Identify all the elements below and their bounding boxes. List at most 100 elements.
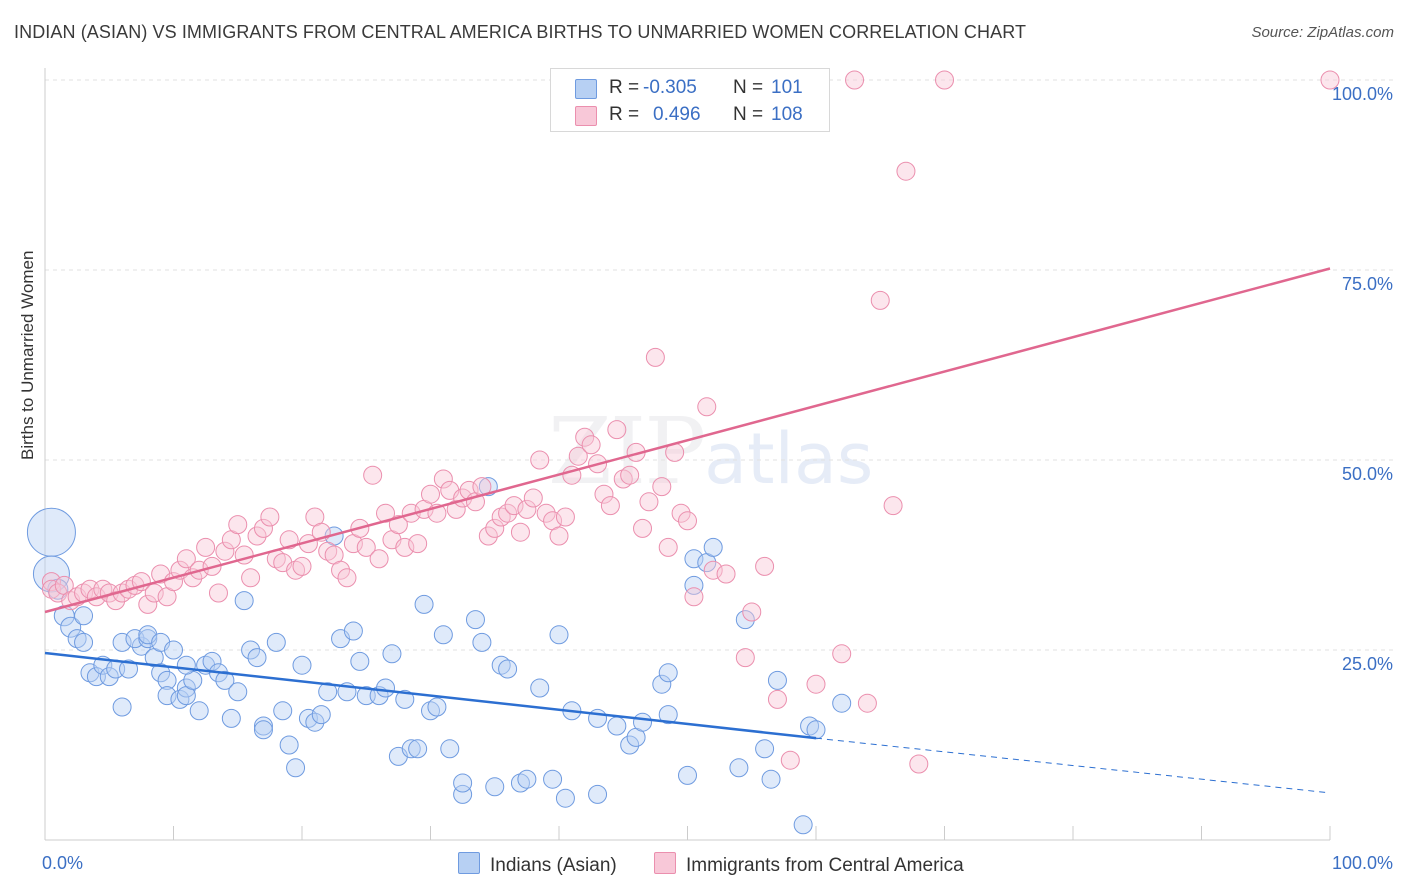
data-point-central-america (421, 484, 440, 504)
data-point-indians (395, 689, 415, 709)
data-point-indians (60, 616, 82, 638)
data-point-central-america (485, 518, 505, 538)
y-axis-label: Births to Unmarried Women (18, 250, 37, 460)
data-point-indians (735, 610, 755, 630)
data-point-indians (465, 610, 485, 630)
x-tick-label: 0.0% (42, 853, 83, 873)
data-point-indians (806, 720, 826, 740)
data-point-central-america (935, 70, 954, 90)
data-point-indians (729, 758, 749, 778)
r-label: R = (609, 104, 640, 125)
data-point-central-america (478, 526, 498, 546)
data-point-indians (228, 682, 248, 702)
y-tick-label: 75.0% (1342, 274, 1393, 294)
data-point-central-america (870, 290, 890, 310)
data-point-indians (703, 537, 723, 557)
x-tick-label: 100.0% (1332, 853, 1393, 873)
data-point-central-america (228, 515, 248, 535)
data-point-central-america (716, 564, 736, 584)
data-point-central-america (363, 465, 383, 485)
data-point-indians (652, 674, 672, 694)
data-point-central-america (337, 568, 357, 588)
data-point-indians (292, 655, 312, 675)
data-point-central-america (292, 556, 312, 576)
data-point-central-america (755, 556, 775, 576)
data-point-central-america (408, 534, 428, 554)
data-point-indians (761, 769, 781, 789)
legend-label: Immigrants from Central America (686, 855, 964, 876)
data-point-indians (305, 712, 325, 732)
data-point-indians (793, 815, 813, 835)
data-point-indians (684, 549, 704, 569)
data-point-central-america (883, 496, 903, 516)
data-point-indians (343, 621, 363, 641)
data-point-indians (215, 670, 235, 690)
data-point-central-america (896, 161, 916, 181)
data-point-indians (26, 507, 76, 557)
trend-line-indians (44, 651, 817, 740)
data-point-indians (119, 659, 139, 679)
data-point-indians (74, 606, 94, 626)
data-point-indians (221, 708, 241, 728)
n-value: 101 (771, 77, 803, 98)
data-point-central-america (510, 522, 530, 542)
data-point-indians (684, 575, 704, 595)
data-point-central-america (620, 465, 640, 485)
data-point-central-america (678, 511, 697, 531)
y-tick-label: 50.0% (1342, 464, 1393, 484)
data-point-indians (350, 651, 370, 671)
data-point-central-america (652, 477, 672, 497)
blue-swatch (458, 852, 480, 874)
data-point-indians (485, 777, 505, 797)
pink-swatch (654, 852, 676, 874)
data-point-indians (414, 594, 434, 614)
data-point-central-america (832, 644, 852, 664)
data-point-indians (74, 632, 94, 652)
data-point-indians (376, 678, 396, 698)
data-point-central-america (742, 602, 762, 622)
trend-line-indians-extrapolated (815, 737, 1331, 794)
y-tick-label: 100.0% (1332, 84, 1393, 104)
data-point-central-america (517, 499, 537, 519)
data-point-central-america (909, 754, 929, 774)
data-point-indians (401, 739, 421, 759)
data-point-indians (498, 659, 518, 679)
data-point-indians (620, 735, 640, 755)
data-point-central-america (241, 568, 261, 588)
data-point-indians (767, 670, 787, 690)
data-point-indians (241, 640, 261, 660)
data-point-indians (633, 712, 653, 732)
data-point-central-america (260, 507, 280, 527)
data-point-indians (112, 697, 132, 717)
data-point-central-america (208, 583, 228, 603)
legend-label: Indians (Asian) (490, 855, 617, 876)
data-point-central-america (106, 591, 126, 611)
data-point-central-america (530, 450, 550, 470)
data-point-central-america (645, 347, 665, 367)
data-point-indians (472, 632, 492, 652)
data-point-indians (318, 682, 338, 702)
data-point-indians (266, 632, 286, 652)
data-point-central-america (575, 427, 595, 447)
data-point-indians (678, 765, 697, 785)
data-point-indians (453, 773, 473, 793)
data-point-central-america (780, 750, 800, 770)
data-point-central-america (41, 572, 61, 592)
data-point-indians (427, 697, 447, 717)
data-point-indians (234, 591, 254, 611)
data-point-indians (658, 663, 678, 683)
data-point-central-america (253, 518, 273, 538)
legend-item-central-america: Immigrants from Central America (654, 852, 964, 877)
data-point-central-america (549, 526, 569, 546)
data-point-central-america (697, 397, 717, 417)
data-point-central-america (594, 484, 614, 504)
data-point-central-america (498, 503, 518, 523)
data-point-indians (189, 701, 209, 721)
data-point-central-america (639, 492, 659, 512)
data-point-central-america (703, 560, 723, 580)
data-point-indians (157, 686, 177, 706)
data-point-indians (408, 739, 428, 759)
data-point-indians (176, 678, 196, 698)
r-value: 0.496 (653, 104, 701, 125)
